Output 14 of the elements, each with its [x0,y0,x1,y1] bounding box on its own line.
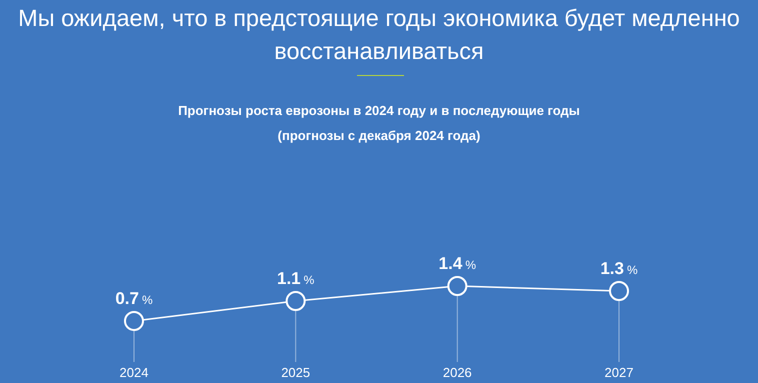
x-tick-label: 2026 [442,365,472,380]
point [609,281,629,301]
point [124,311,144,331]
chart-title: Мы ожидаем, что в предстоящие годы экономика будет медленно восстанавливаться [17,4,741,66]
data-label: 1.4% [438,254,476,273]
point [286,291,306,311]
x-tick-label: 2025 [281,365,310,380]
data-label: 1.3% [600,259,638,278]
x-tick-label: 2024 [120,365,148,380]
chart-subtitle: Прогнозы роста еврозоны в 2024 году и в последующие годы (прогнозы с декабря 2024 года) [177,102,581,145]
data-label: 0.7% [115,289,153,308]
data-label: 1.1% [277,269,315,288]
point [447,276,468,296]
x-tick-label: 2027 [604,365,634,380]
